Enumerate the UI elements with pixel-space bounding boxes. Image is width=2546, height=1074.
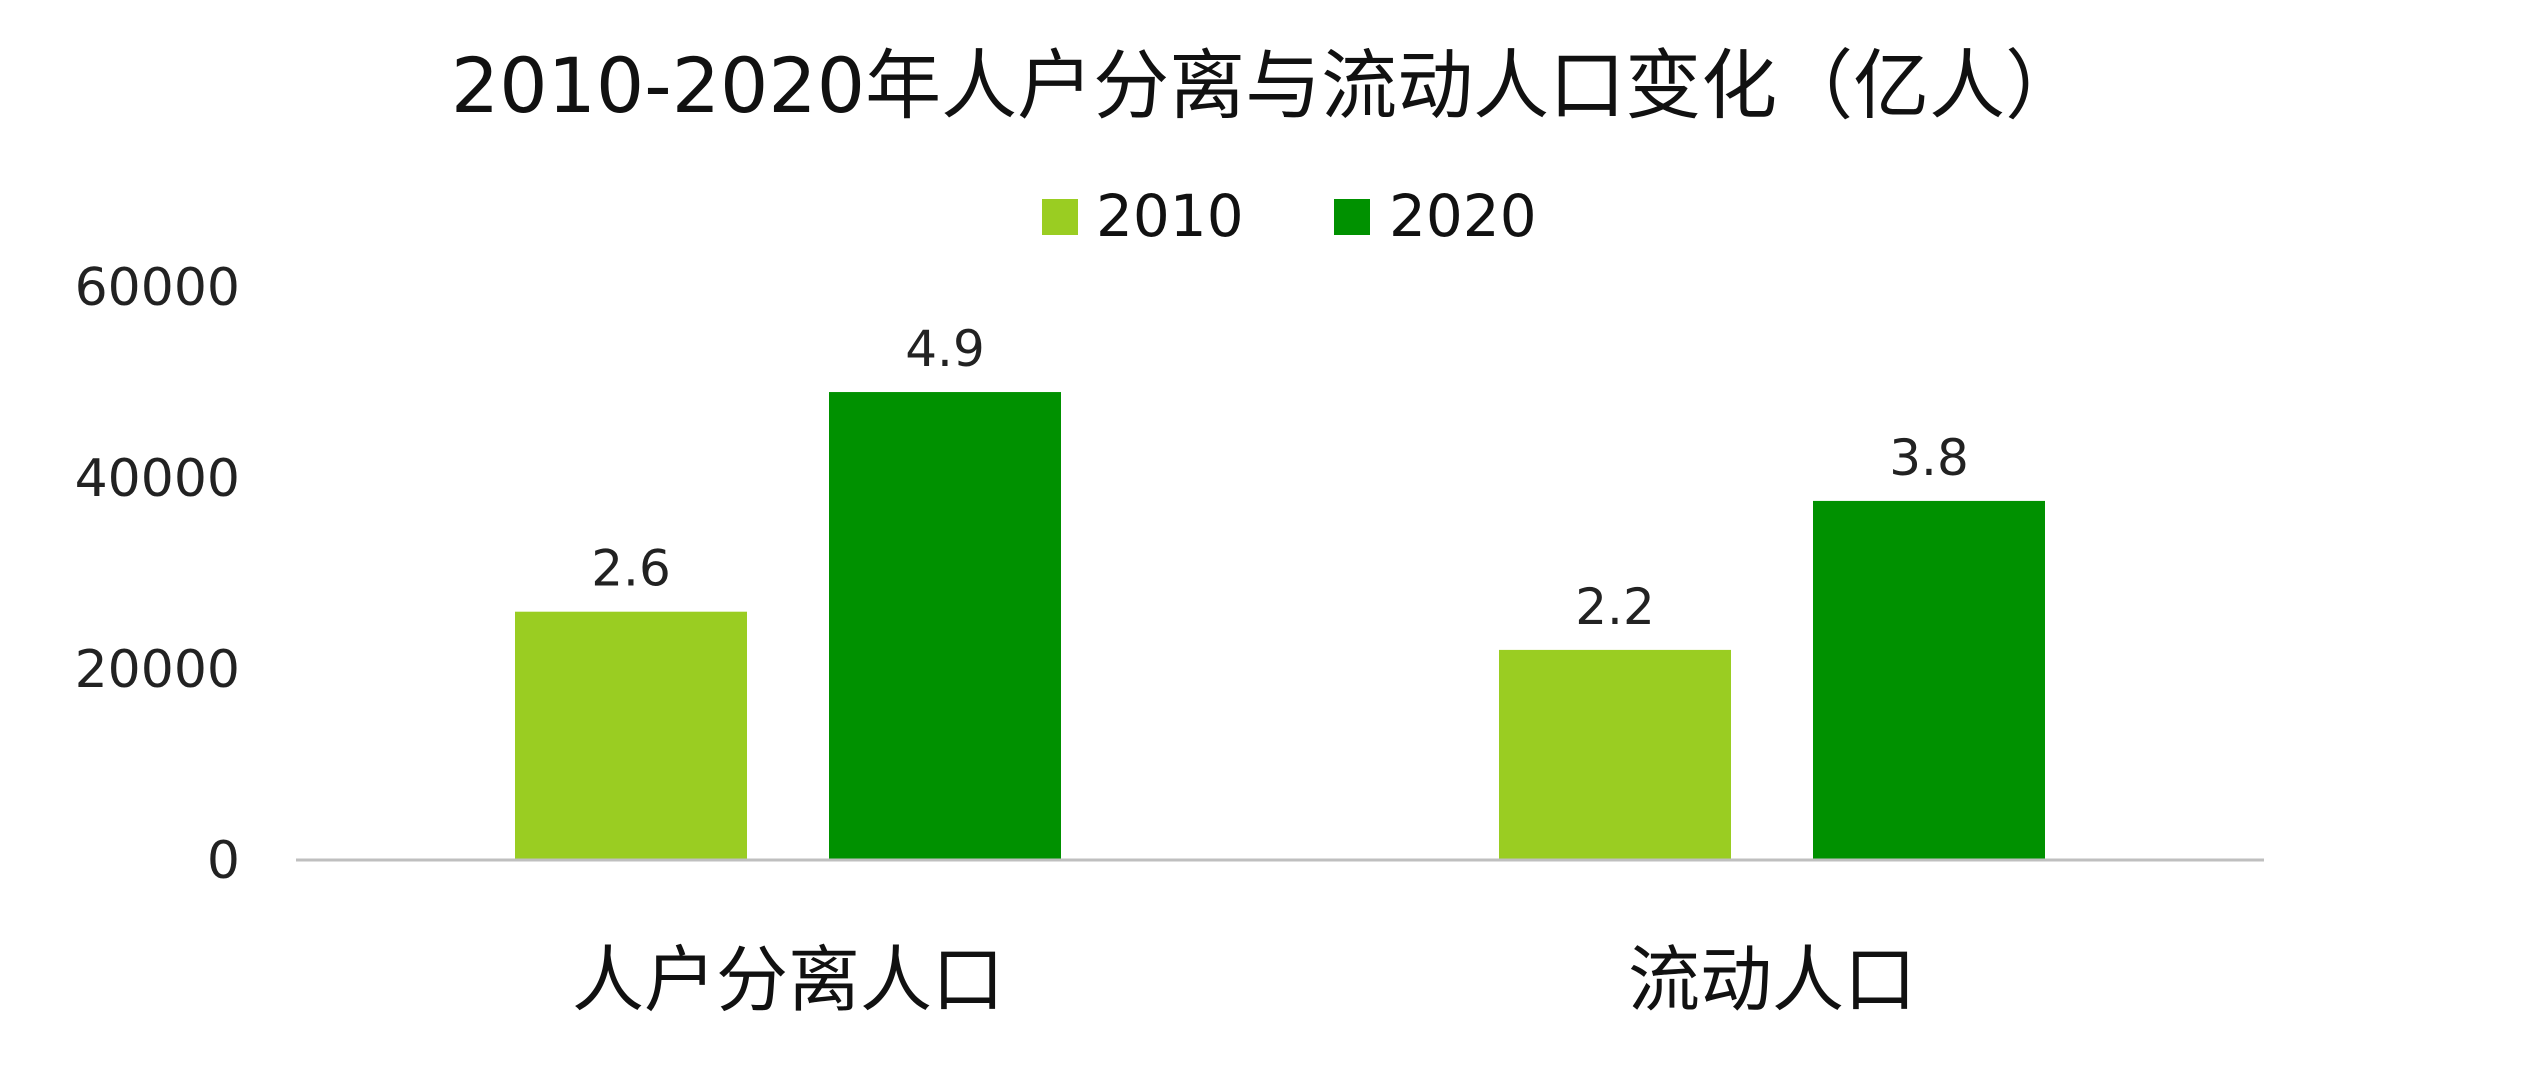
y-axis: 0 20000 40000 60000 [75,258,240,891]
y-tick-label: 60000 [75,258,240,318]
x-category-label: 流动人口 [1628,938,1916,1022]
y-tick-label: 20000 [75,640,240,700]
bar-2020-流动人口 [1813,500,2045,860]
legend-swatch-2020 [1334,199,1370,235]
x-category-label: 人户分离人口 [572,938,1004,1022]
data-labels-group: 2.6 4.9 2.2 3.8 [591,320,1969,636]
chart-title: 2010-2020年人户分离与流动人口变化（亿人） [451,41,2081,130]
bar-2010-流动人口 [1499,649,1731,860]
data-label-2020-流动人口: 3.8 [1889,429,1969,487]
bar-2010-人户分离人口 [515,611,747,860]
legend: 2010 2020 [1042,182,1537,250]
bar-2020-人户分离人口 [829,392,1061,860]
legend-label-2020: 2020 [1389,182,1537,250]
bars-group [515,392,2045,860]
x-axis: 人户分离人口 流动人口 [572,938,1916,1022]
data-label-2010-人户分离人口: 2.6 [591,540,671,598]
y-tick-label: 0 [207,831,240,891]
y-tick-label: 40000 [75,449,240,509]
legend-swatch-2010 [1042,199,1078,235]
data-label-2020-人户分离人口: 4.9 [905,320,985,378]
legend-label-2010: 2010 [1096,182,1244,250]
data-label-2010-流动人口: 2.2 [1575,578,1655,636]
